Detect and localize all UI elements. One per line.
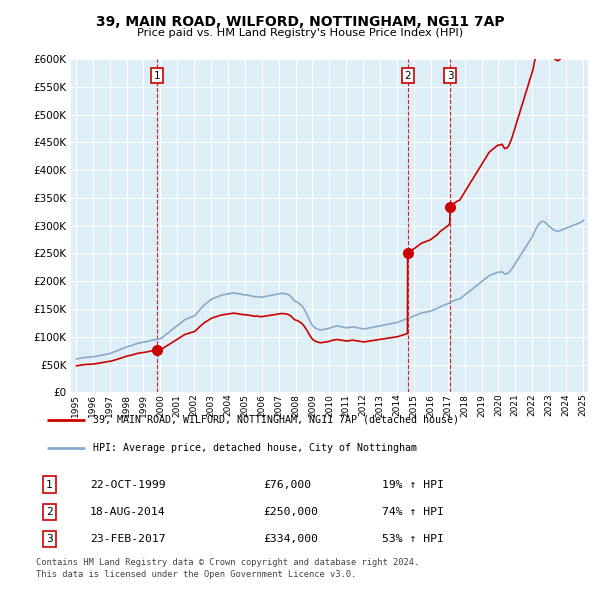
Text: Contains HM Land Registry data © Crown copyright and database right 2024.: Contains HM Land Registry data © Crown c… xyxy=(36,558,419,566)
Text: 1: 1 xyxy=(46,480,53,490)
Text: 18-AUG-2014: 18-AUG-2014 xyxy=(90,507,166,517)
Text: 2: 2 xyxy=(46,507,53,517)
Text: 19% ↑ HPI: 19% ↑ HPI xyxy=(382,480,443,490)
Text: 3: 3 xyxy=(447,71,454,81)
Text: £76,000: £76,000 xyxy=(263,480,311,490)
Text: 39, MAIN ROAD, WILFORD, NOTTINGHAM, NG11 7AP (detached house): 39, MAIN ROAD, WILFORD, NOTTINGHAM, NG11… xyxy=(92,415,459,425)
Text: 23-FEB-2017: 23-FEB-2017 xyxy=(90,534,166,544)
Text: 74% ↑ HPI: 74% ↑ HPI xyxy=(382,507,443,517)
Text: £250,000: £250,000 xyxy=(263,507,318,517)
Text: 22-OCT-1999: 22-OCT-1999 xyxy=(90,480,166,490)
Text: 39, MAIN ROAD, WILFORD, NOTTINGHAM, NG11 7AP: 39, MAIN ROAD, WILFORD, NOTTINGHAM, NG11… xyxy=(95,15,505,30)
Text: 1: 1 xyxy=(154,71,160,81)
Text: HPI: Average price, detached house, City of Nottingham: HPI: Average price, detached house, City… xyxy=(92,443,416,453)
Text: 2: 2 xyxy=(404,71,411,81)
Text: This data is licensed under the Open Government Licence v3.0.: This data is licensed under the Open Gov… xyxy=(36,570,356,579)
Text: 53% ↑ HPI: 53% ↑ HPI xyxy=(382,534,443,544)
Text: 3: 3 xyxy=(46,534,53,544)
Text: Price paid vs. HM Land Registry's House Price Index (HPI): Price paid vs. HM Land Registry's House … xyxy=(137,28,463,38)
Text: £334,000: £334,000 xyxy=(263,534,318,544)
